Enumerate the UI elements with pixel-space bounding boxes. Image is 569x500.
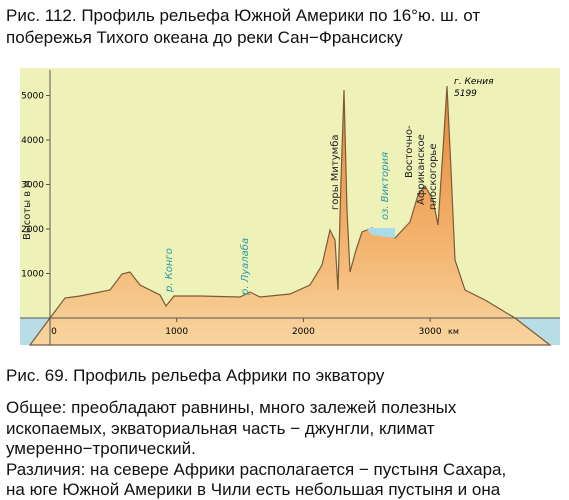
- paragraph-line: на юге Южной Америки в Чили есть небольш…: [6, 480, 501, 499]
- lake-label: оз. Виктория: [380, 152, 391, 220]
- plateau-label: Африканское: [416, 134, 427, 205]
- y-tick-label: 1000: [21, 270, 44, 280]
- paragraph-line: Общее: преобладают равнины, много залеже…: [6, 398, 457, 417]
- river-label: р. Луалаба: [239, 238, 251, 296]
- y-tick-label: 5000: [21, 92, 44, 102]
- mountain-label: горы Митумба: [330, 134, 341, 210]
- paragraph-line: умеренно−тропический.: [6, 439, 196, 458]
- paragraph-line: Различия: на севере Африки располагается…: [6, 459, 507, 479]
- caption-line: Рис. 112. Профиль рельефа Южной Америки …: [6, 6, 481, 25]
- y-tick-label: 3000: [21, 181, 44, 191]
- y-axis-label: Высоты в м: [22, 180, 33, 240]
- profile-chart: 1000 2000 3000 4000 5000 0 1000 2000 3000 км Высот…: [20, 68, 560, 346]
- peak-label: 5199: [454, 89, 477, 99]
- peak-label: г. Кения: [454, 77, 494, 87]
- plateau-label: Восточно-: [404, 125, 415, 178]
- x-tick-label: 3000: [419, 327, 442, 337]
- y-tick-label: 4000: [21, 136, 44, 146]
- relief-profile: [28, 85, 552, 346]
- y-tick-label: 2000: [21, 225, 44, 235]
- lake: [366, 228, 395, 238]
- plateau-label: плоскогорье: [428, 144, 439, 210]
- caption-line: побережья Тихого океана до реки Сан−Фран…: [6, 28, 403, 47]
- x-tick-label: 2000: [292, 327, 315, 337]
- x-unit: км: [448, 327, 459, 336]
- x-tick-label: 1000: [165, 327, 188, 337]
- caption-line: Рис. 69. Профиль рельефа Африки по экват…: [6, 366, 385, 385]
- paragraph-line: ископаемых, экваториальная часть − джунг…: [6, 418, 435, 438]
- river-label: р. Конго: [164, 248, 175, 293]
- x-tick-label: 0: [51, 327, 57, 337]
